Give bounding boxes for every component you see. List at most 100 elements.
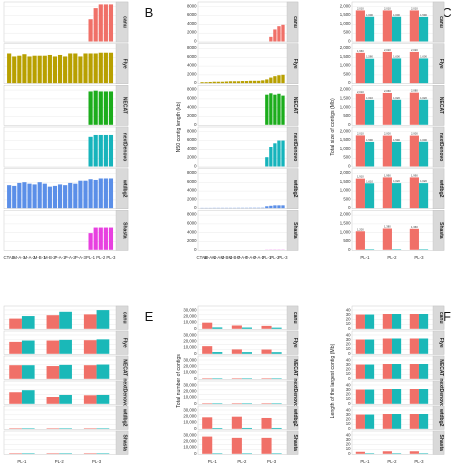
y-tick-label: 500 (343, 238, 351, 243)
y-tick-label: 0 (348, 451, 351, 456)
bar-red (231, 416, 242, 429)
y-axis-label: Total number of contigs (176, 354, 182, 408)
bar-red (9, 318, 22, 329)
bar-teal (418, 414, 429, 429)
bar (63, 56, 68, 84)
bar-red (382, 135, 392, 167)
y-tick-label: 4000 (187, 188, 197, 193)
x-tick-label: M-B-2 (229, 255, 241, 260)
y-tick-label: 0 (348, 122, 351, 127)
bar-red (355, 10, 365, 42)
bar-red (202, 436, 213, 454)
bar-teal (364, 364, 375, 379)
y-tick-label: 30 (346, 412, 351, 417)
bar-red (231, 349, 242, 354)
bar-teal (96, 310, 110, 329)
x-tick-label: PL-3 (106, 255, 116, 260)
bar-red (382, 228, 392, 250)
bar (78, 180, 83, 209)
facet-strip-label: nextDenovo (292, 133, 298, 162)
facet-strip (286, 1, 299, 43)
x-tick-label: PL-2 (237, 459, 247, 464)
y-tick-label: 30,000 (183, 332, 197, 337)
bar-teal (364, 16, 375, 42)
bar (232, 81, 237, 84)
y-tick-label: 2000 (187, 196, 197, 201)
data-label: 1,620 (393, 179, 400, 183)
y-tick-label: 20 (346, 317, 351, 322)
bar (273, 29, 277, 42)
facet-strip-label: Shasta (438, 434, 444, 451)
bar (273, 205, 277, 209)
bar-teal (59, 428, 72, 429)
y-tick-label: 0 (348, 80, 351, 85)
facet-2: NECAT 0 2000 4000 6000 8000 (187, 85, 299, 127)
bar (68, 53, 73, 84)
bar (103, 134, 108, 167)
bar-red (355, 414, 365, 429)
facet-strip (115, 330, 129, 355)
facet-5: Shasta 0 500 1,000 1,500 2,000 1,200 1,380 1,360 (340, 210, 445, 252)
bar-red (231, 378, 242, 379)
bar (261, 80, 265, 84)
y-tick-label: 0 (194, 326, 197, 331)
bar-red (355, 389, 365, 404)
facet-strip (115, 43, 129, 84)
bar-teal (59, 339, 72, 354)
y-tick-label: 20,000 (183, 439, 197, 444)
facet-strip-label: Shasta (122, 434, 128, 451)
bar-red (46, 428, 60, 429)
x-tick-label: M-A-2 (24, 255, 36, 260)
y-tick-label: 10 (346, 346, 351, 351)
bar-teal (21, 365, 35, 379)
y-tick-label: 2,000 (340, 87, 351, 92)
data-label: 1,620 (420, 96, 427, 100)
bar (269, 147, 273, 167)
facet-strip (432, 305, 445, 330)
bar-teal (364, 314, 375, 329)
facet-strip (432, 1, 445, 43)
bar-red (261, 378, 272, 379)
facet-2: NECAT05001,0001,5002,0002,0101,6102,0601… (340, 85, 445, 127)
panel-letter: C (442, 5, 451, 20)
bar-red (382, 364, 392, 379)
bar (281, 24, 285, 42)
y-tick-label: 1,500 (340, 137, 351, 142)
facet-strip (286, 380, 299, 405)
bar-red (9, 453, 22, 454)
facet-background (197, 405, 299, 430)
bar-teal (59, 394, 72, 404)
bar (22, 54, 27, 84)
bar (273, 76, 277, 84)
facet-strip (432, 168, 445, 209)
y-tick-label: 20 (346, 342, 351, 347)
bar-red (382, 92, 392, 125)
facet-background (3, 405, 129, 430)
bar-teal (271, 453, 282, 454)
facet-strip (115, 355, 129, 380)
facet-strip (432, 85, 445, 126)
y-tick-label: 500 (343, 113, 351, 118)
bar-teal (59, 453, 72, 454)
bar (269, 93, 273, 125)
bar-red (409, 51, 419, 84)
facet-strip-label: nextDenovo (122, 378, 128, 407)
bar (265, 206, 269, 209)
data-label: 2,080 (411, 89, 418, 93)
x-tick-label: PL-1 (17, 459, 27, 464)
y-tick-label: 1,000 (340, 188, 351, 193)
bar (52, 185, 58, 209)
y-tick-label: 20,000 (183, 414, 197, 419)
y-tick-label: 20,000 (183, 389, 197, 394)
y-tick-label: 0 (348, 163, 351, 168)
facet-strip (286, 168, 299, 209)
y-tick-label: 30,000 (183, 407, 197, 412)
bar-red (409, 389, 419, 404)
bar (108, 52, 114, 84)
bar-teal (212, 453, 223, 454)
y-tick-label: 2,000 (340, 45, 351, 50)
x-tick-label: M-B-2 (44, 255, 56, 260)
